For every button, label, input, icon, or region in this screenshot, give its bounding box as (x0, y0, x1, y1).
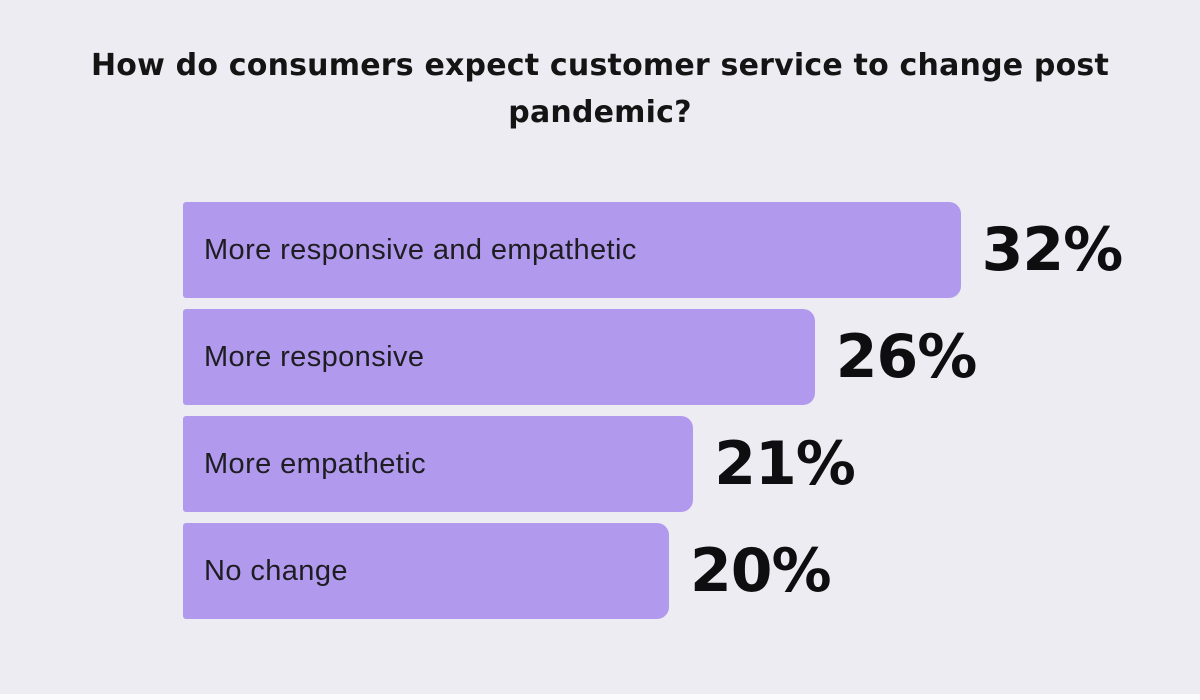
bar-label: More responsive (204, 340, 425, 373)
bar-value-label: 20% (690, 536, 832, 606)
chart-title-line2: pandemic? (508, 95, 692, 130)
bar: No change (183, 523, 669, 619)
bar-value-label: 26% (835, 322, 978, 392)
bar-row: More responsive 26% (183, 309, 1122, 405)
chart-title-line1: How do consumers expect customer service… (90, 48, 1110, 83)
bar-value-label: 32% (981, 215, 1124, 285)
bar-value-label: 21% (714, 429, 856, 499)
bar-row: More empathetic 21% (183, 416, 1122, 512)
bar-row: No change 20% (183, 523, 1122, 619)
bottom-strip (0, 694, 1200, 700)
bar-label: More empathetic (204, 447, 426, 480)
bar-row: More responsive and empathetic 32% (183, 202, 1124, 298)
chart-title: How do consumers expect customer service… (0, 42, 1200, 136)
bar: More responsive and empathetic (183, 202, 961, 298)
bar: More responsive (183, 309, 815, 405)
bar-label: More responsive and empathetic (204, 233, 637, 266)
bar-chart: More responsive and empathetic 32% More re… (183, 202, 1124, 630)
bar: More empathetic (183, 416, 694, 512)
bar-label: No change (204, 554, 348, 587)
